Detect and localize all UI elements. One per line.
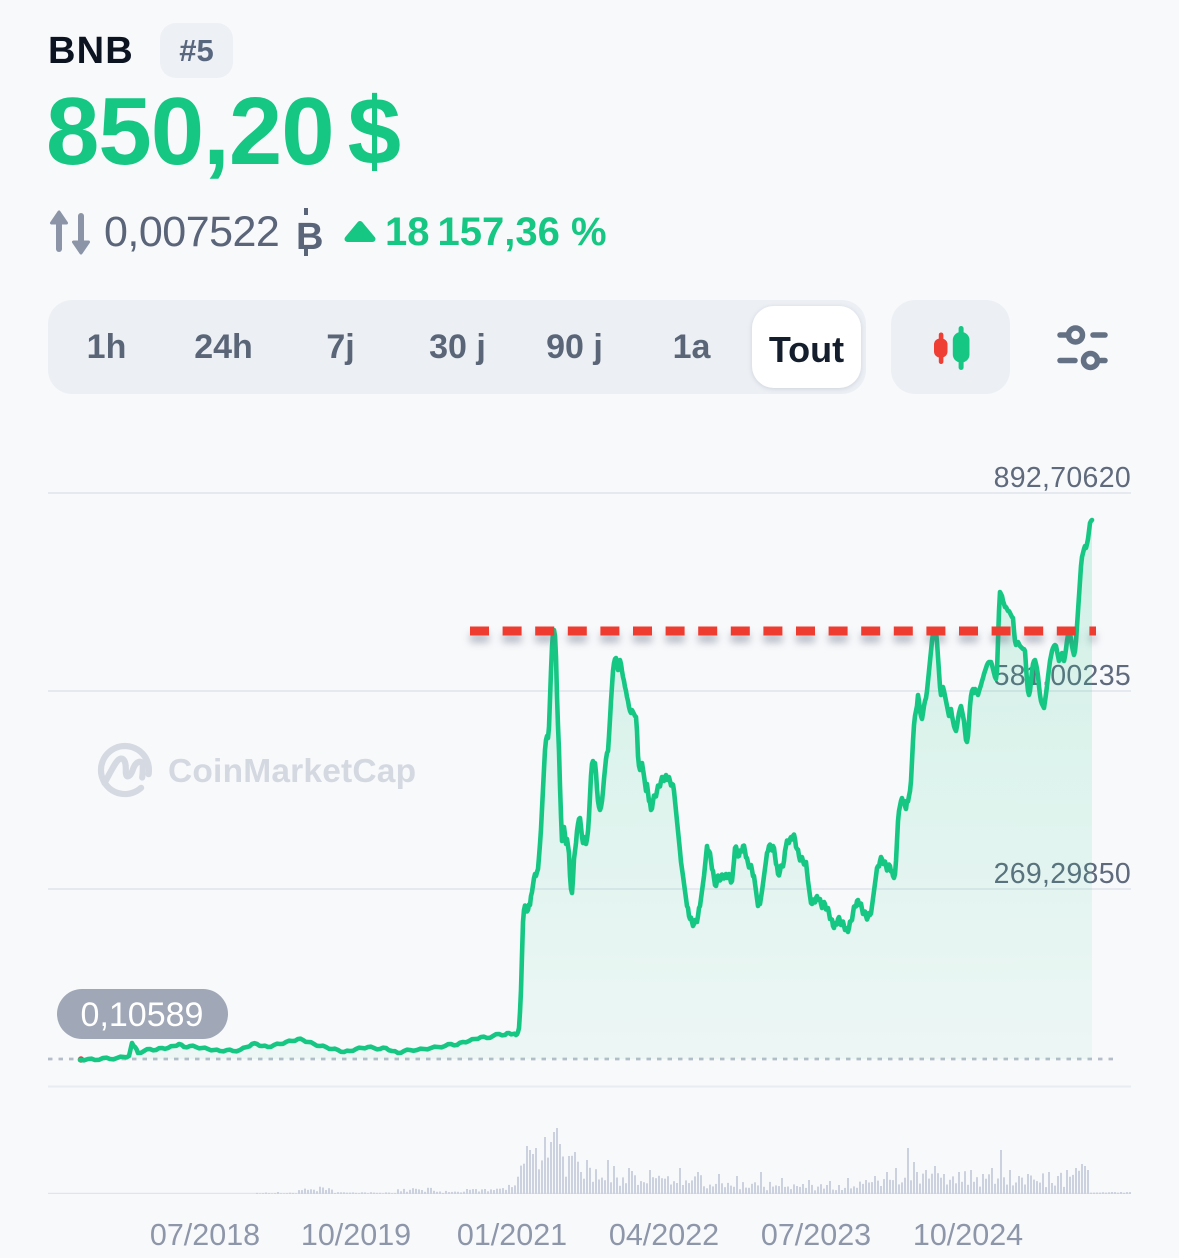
svg-text:07/2023: 07/2023 bbox=[761, 1218, 871, 1252]
svg-text:01/2021: 01/2021 bbox=[457, 1218, 567, 1252]
svg-text:04/2022: 04/2022 bbox=[609, 1218, 719, 1252]
svg-text:10/2019: 10/2019 bbox=[301, 1218, 411, 1252]
svg-text:07/2018: 07/2018 bbox=[150, 1218, 260, 1252]
svg-text:10/2024: 10/2024 bbox=[913, 1218, 1023, 1252]
svg-text:B: B bbox=[296, 216, 323, 258]
svg-text:0,10589: 0,10589 bbox=[81, 996, 204, 1034]
svg-text:CoinMarketCap: CoinMarketCap bbox=[168, 753, 416, 790]
svg-text:892,70620: 892,70620 bbox=[994, 462, 1131, 494]
